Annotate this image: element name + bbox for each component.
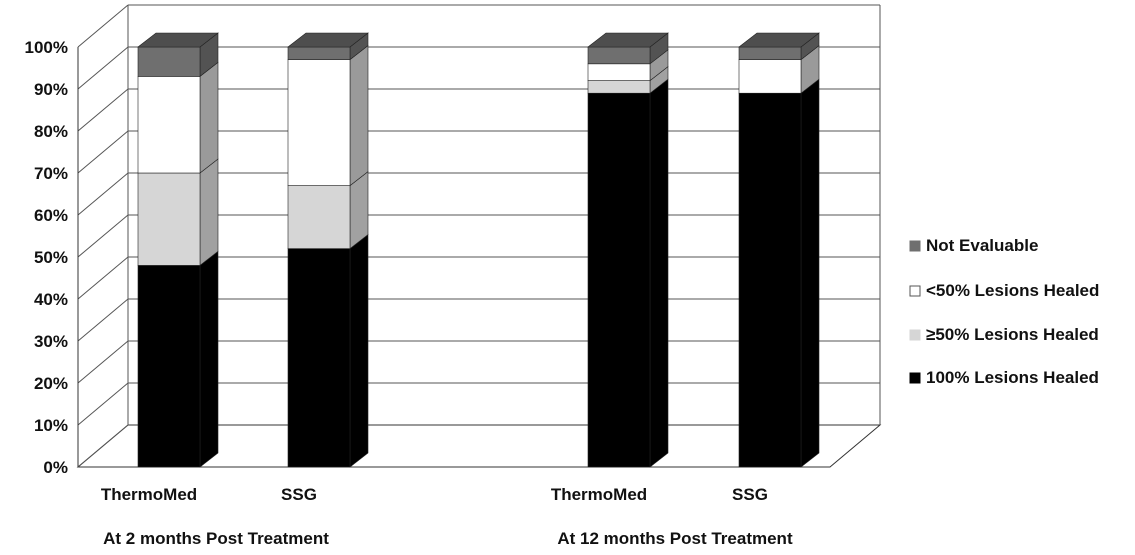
bar-side <box>649 78 669 468</box>
bar-front <box>587 46 651 65</box>
bar-front <box>587 63 651 81</box>
legend-swatch <box>909 285 921 297</box>
y-tick-label: 30% <box>34 332 68 351</box>
side-wall-gridline <box>77 46 129 90</box>
y-tick-label: 100% <box>25 38 68 57</box>
legend-label: <50% Lesions Healed <box>926 281 1099 300</box>
bar-segment <box>287 170 369 250</box>
bar-top <box>587 32 669 48</box>
bar-segment <box>137 158 219 267</box>
side-wall-gridline <box>77 130 129 174</box>
legend-label: 100% Lesions Healed <box>926 368 1099 387</box>
bar-side <box>349 44 369 187</box>
bar-front <box>738 46 802 60</box>
legend-label: Not Evaluable <box>926 236 1038 255</box>
x-category-label: ThermoMed <box>101 485 197 504</box>
bar-front <box>287 248 351 468</box>
side-wall-gridline <box>77 256 129 300</box>
side-wall-gridline <box>77 424 129 468</box>
bars <box>137 32 820 468</box>
legend-swatch <box>909 240 921 252</box>
y-tick-label: 50% <box>34 248 68 267</box>
y-tick-label: 0% <box>43 458 68 477</box>
bar-side <box>199 61 219 174</box>
x-category-label: SSG <box>732 485 768 504</box>
bar-front <box>137 76 201 174</box>
y-tick-label: 10% <box>34 416 68 435</box>
y-tick-label: 90% <box>34 80 68 99</box>
y-tick-label: 20% <box>34 374 68 393</box>
side-wall-gridline <box>77 340 129 384</box>
bar-front <box>137 46 201 77</box>
bar-top <box>738 32 820 48</box>
bar-front <box>287 46 351 60</box>
y-tick-label: 40% <box>34 290 68 309</box>
y-tick-label: 80% <box>34 122 68 141</box>
side-wall-gridline <box>77 172 129 216</box>
bar-segment <box>137 250 219 468</box>
side-wall-gridline <box>77 4 129 48</box>
bar-front <box>287 59 351 186</box>
bar-segment <box>287 233 369 468</box>
x-category-label: ThermoMed <box>551 485 647 504</box>
bar-front <box>137 172 201 266</box>
bar-segment <box>587 32 669 65</box>
bar-segment <box>587 78 669 468</box>
bar-segment <box>287 44 369 187</box>
x-group-label: At 12 months Post Treatment <box>557 529 793 548</box>
y-tick-label: 60% <box>34 206 68 225</box>
bar-front <box>587 80 651 94</box>
y-tick-label: 70% <box>34 164 68 183</box>
bar-segment <box>587 49 669 82</box>
bar-side <box>800 78 820 468</box>
legend: Not Evaluable <50% Lesions Healed ≥50% Les… <box>909 236 1099 387</box>
bar-front <box>287 185 351 249</box>
bar-front <box>738 92 802 468</box>
bar-side <box>349 233 369 468</box>
bar-top <box>137 32 219 48</box>
side-wall-gridline <box>77 298 129 342</box>
bar-front <box>738 59 802 94</box>
side-wall-gridline <box>77 382 129 426</box>
legend-label: ≥50% Lesions Healed <box>926 325 1099 344</box>
side-wall-gridline <box>77 214 129 258</box>
legend-swatch <box>909 329 921 341</box>
bar-front <box>587 92 651 468</box>
bar-segment <box>738 32 820 61</box>
bar-segment <box>587 65 669 94</box>
bar-side <box>199 158 219 267</box>
bar-top <box>287 32 369 48</box>
side-wall-gridline <box>77 88 129 132</box>
bar-segment <box>738 44 820 94</box>
bar-segment <box>137 61 219 174</box>
x-category-label: SSG <box>281 485 317 504</box>
x-group-label: At 2 months Post Treatment <box>103 529 329 548</box>
bar-segment <box>738 78 820 468</box>
bar-front <box>137 265 201 468</box>
legend-swatch <box>909 372 921 384</box>
bar-side <box>199 250 219 468</box>
